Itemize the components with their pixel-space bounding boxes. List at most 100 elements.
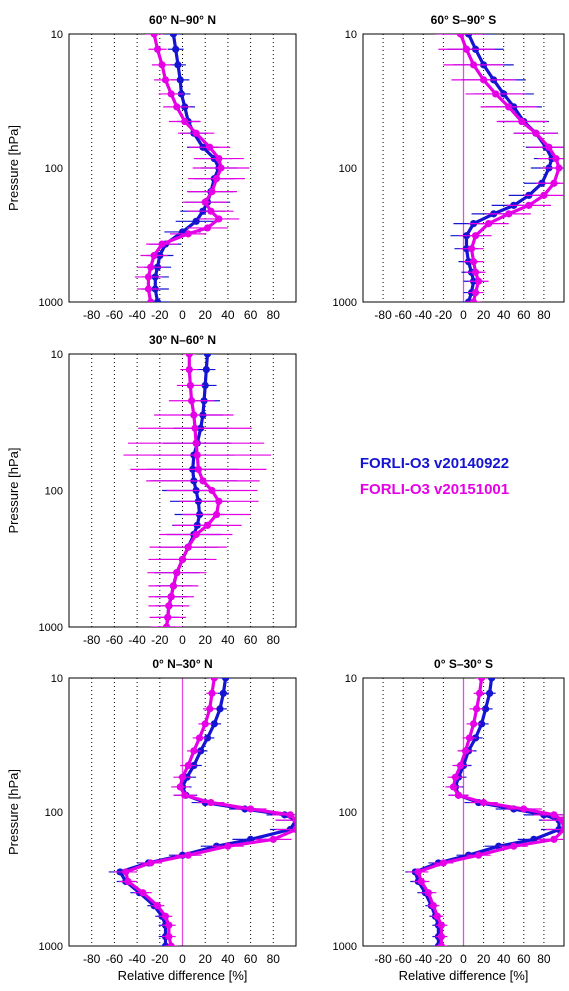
data-point bbox=[139, 889, 147, 897]
x-axis-label: Relative difference [%] bbox=[399, 968, 529, 983]
data-point bbox=[207, 207, 215, 215]
y-tick-label: 10 bbox=[51, 673, 63, 685]
data-point bbox=[467, 245, 476, 253]
x-tick-label: 40 bbox=[497, 952, 511, 966]
x-tick-label: -40 bbox=[415, 308, 433, 322]
series-line bbox=[118, 678, 296, 946]
data-point bbox=[187, 397, 196, 405]
data-point bbox=[520, 805, 528, 813]
data-point bbox=[186, 381, 195, 390]
data-point bbox=[185, 354, 193, 358]
data-point bbox=[462, 45, 471, 53]
y-tick-label: 10 bbox=[51, 29, 63, 41]
data-point bbox=[414, 868, 422, 876]
x-tick-label: -20 bbox=[151, 308, 169, 322]
data-point bbox=[485, 220, 493, 228]
data-point bbox=[181, 117, 189, 126]
data-point bbox=[190, 411, 198, 419]
data-point bbox=[207, 798, 215, 807]
data-point bbox=[206, 143, 214, 151]
data-point bbox=[178, 555, 187, 564]
data-point bbox=[461, 747, 470, 755]
data-point bbox=[201, 198, 209, 206]
data-point bbox=[161, 76, 170, 84]
data-point bbox=[167, 942, 175, 946]
data-point bbox=[212, 510, 221, 519]
data-point bbox=[144, 285, 153, 293]
x-tick-label: 40 bbox=[221, 308, 235, 322]
y-tick-label: 1000 bbox=[39, 297, 63, 309]
data-point bbox=[185, 365, 193, 374]
data-point bbox=[477, 720, 486, 728]
data-point bbox=[474, 277, 483, 285]
x-tick-label: -80 bbox=[374, 952, 392, 966]
data-point bbox=[469, 298, 478, 302]
y-tick-label: 100 bbox=[45, 486, 63, 498]
x-tick-label: 40 bbox=[497, 308, 511, 322]
data-point bbox=[451, 773, 460, 781]
data-point bbox=[190, 747, 198, 755]
data-point bbox=[184, 543, 192, 551]
x-tick-label: -80 bbox=[83, 633, 101, 647]
panel-title: 30° N–60° N bbox=[149, 333, 216, 347]
x-tick-label: 20 bbox=[199, 952, 213, 966]
data-point bbox=[472, 705, 481, 713]
data-point bbox=[224, 842, 232, 850]
data-point bbox=[165, 602, 173, 610]
x-tick-label: -20 bbox=[435, 952, 453, 966]
data-point bbox=[208, 689, 216, 697]
data-point bbox=[195, 734, 204, 742]
x-tick-label: 0 bbox=[179, 308, 186, 322]
plot-frame bbox=[362, 677, 565, 947]
data-point bbox=[486, 689, 494, 697]
data-point bbox=[174, 61, 182, 69]
data-point bbox=[194, 465, 202, 473]
data-point bbox=[210, 678, 218, 682]
data-point bbox=[471, 268, 480, 276]
data-point bbox=[150, 251, 158, 260]
data-point bbox=[222, 678, 230, 682]
x-tick-label: -60 bbox=[106, 308, 124, 322]
data-point bbox=[192, 439, 200, 447]
data-point bbox=[201, 720, 209, 728]
data-point bbox=[203, 224, 212, 232]
data-point bbox=[153, 298, 162, 302]
data-point bbox=[469, 720, 478, 728]
data-point bbox=[144, 273, 153, 281]
panel-title: 60° N–90° N bbox=[149, 13, 216, 27]
data-point bbox=[437, 921, 445, 929]
data-point bbox=[165, 921, 173, 929]
x-tick-label: -20 bbox=[151, 952, 169, 966]
data-point bbox=[469, 258, 478, 266]
data-point bbox=[465, 734, 474, 742]
data-point bbox=[424, 889, 432, 897]
plot-frame bbox=[68, 677, 297, 947]
x-tick-label: -80 bbox=[374, 308, 392, 322]
y-tick-label: 100 bbox=[45, 163, 63, 175]
legend-series-1: FORLI-O3 v20140922 bbox=[359, 455, 510, 472]
data-point bbox=[475, 689, 484, 697]
data-point bbox=[518, 117, 526, 126]
legend-series-2: FORLI-O3 v20151001 bbox=[359, 481, 510, 498]
data-layer bbox=[123, 354, 272, 627]
data-point bbox=[545, 143, 553, 151]
data-layer bbox=[435, 34, 564, 302]
y-tick-label: 100 bbox=[339, 163, 357, 175]
y-tick-label: 10 bbox=[345, 673, 357, 685]
x-tick-label: 60 bbox=[244, 633, 258, 647]
data-point bbox=[552, 154, 560, 163]
data-point bbox=[292, 825, 296, 834]
data-point bbox=[147, 298, 155, 302]
x-tick-label: -20 bbox=[151, 633, 169, 647]
y-tick-label: 1000 bbox=[39, 941, 63, 953]
y-tick-label: 1000 bbox=[39, 622, 63, 634]
data-point bbox=[176, 76, 184, 84]
panel-2 bbox=[362, 33, 565, 303]
data-point bbox=[208, 187, 216, 196]
data-point bbox=[540, 191, 548, 199]
data-point bbox=[161, 942, 170, 946]
data-point bbox=[471, 232, 480, 240]
data-layer bbox=[134, 34, 250, 302]
panel-title: 0° S–30° S bbox=[434, 657, 493, 671]
data-point bbox=[456, 761, 465, 770]
